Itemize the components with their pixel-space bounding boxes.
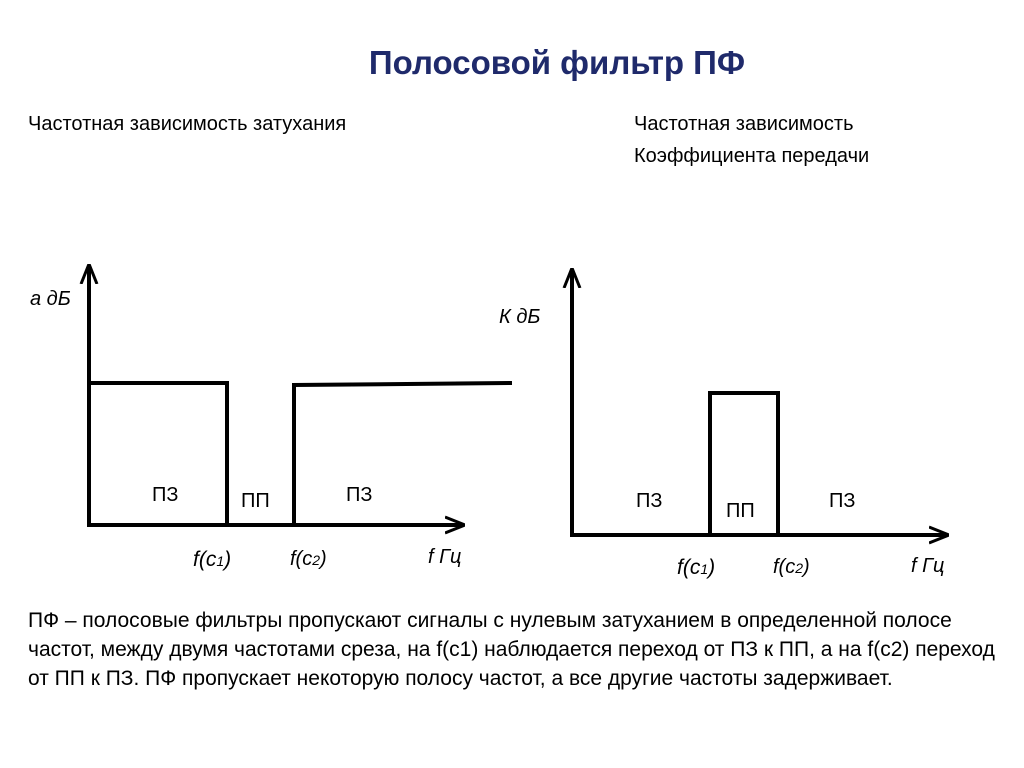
right-region-pass: ПП [726, 500, 755, 522]
right-y-axis-label: К дБ [499, 306, 541, 328]
right-region-stop-left: ПЗ [636, 490, 663, 512]
right-chart [570, 270, 947, 537]
left-y-axis-label: а дБ [30, 288, 71, 310]
description-text: ПФ – полосовые фильтры пропускают сигнал… [28, 609, 995, 690]
left-f1-label: f(c1) [193, 548, 232, 571]
left-attenuation-curve [89, 381, 513, 527]
left-region-stop-right: ПЗ [346, 484, 373, 506]
right-heading-line2: Коэффициента передачи [634, 145, 870, 167]
right-x-axis-label: f Гц [911, 555, 945, 577]
left-f2-label: f(c2) [290, 548, 327, 570]
left-heading: Частотная зависимость затухания [28, 113, 347, 135]
left-x-axis-label: f Гц [428, 546, 462, 568]
left-region-pass: ПП [241, 490, 270, 512]
right-heading-line1: Частотная зависимость [634, 113, 854, 135]
right-f2-label: f(c2) [773, 556, 810, 578]
left-chart [87, 266, 513, 527]
left-region-stop-left: ПЗ [152, 484, 179, 506]
page-title: Полосовой фильтр ПФ [368, 44, 746, 81]
right-transfer-curve [708, 391, 780, 535]
right-region-stop-right: ПЗ [829, 490, 856, 512]
right-f1-label: f(c1) [677, 556, 716, 579]
right-heading: Частотная зависимость Коэффициента перед… [634, 108, 994, 172]
